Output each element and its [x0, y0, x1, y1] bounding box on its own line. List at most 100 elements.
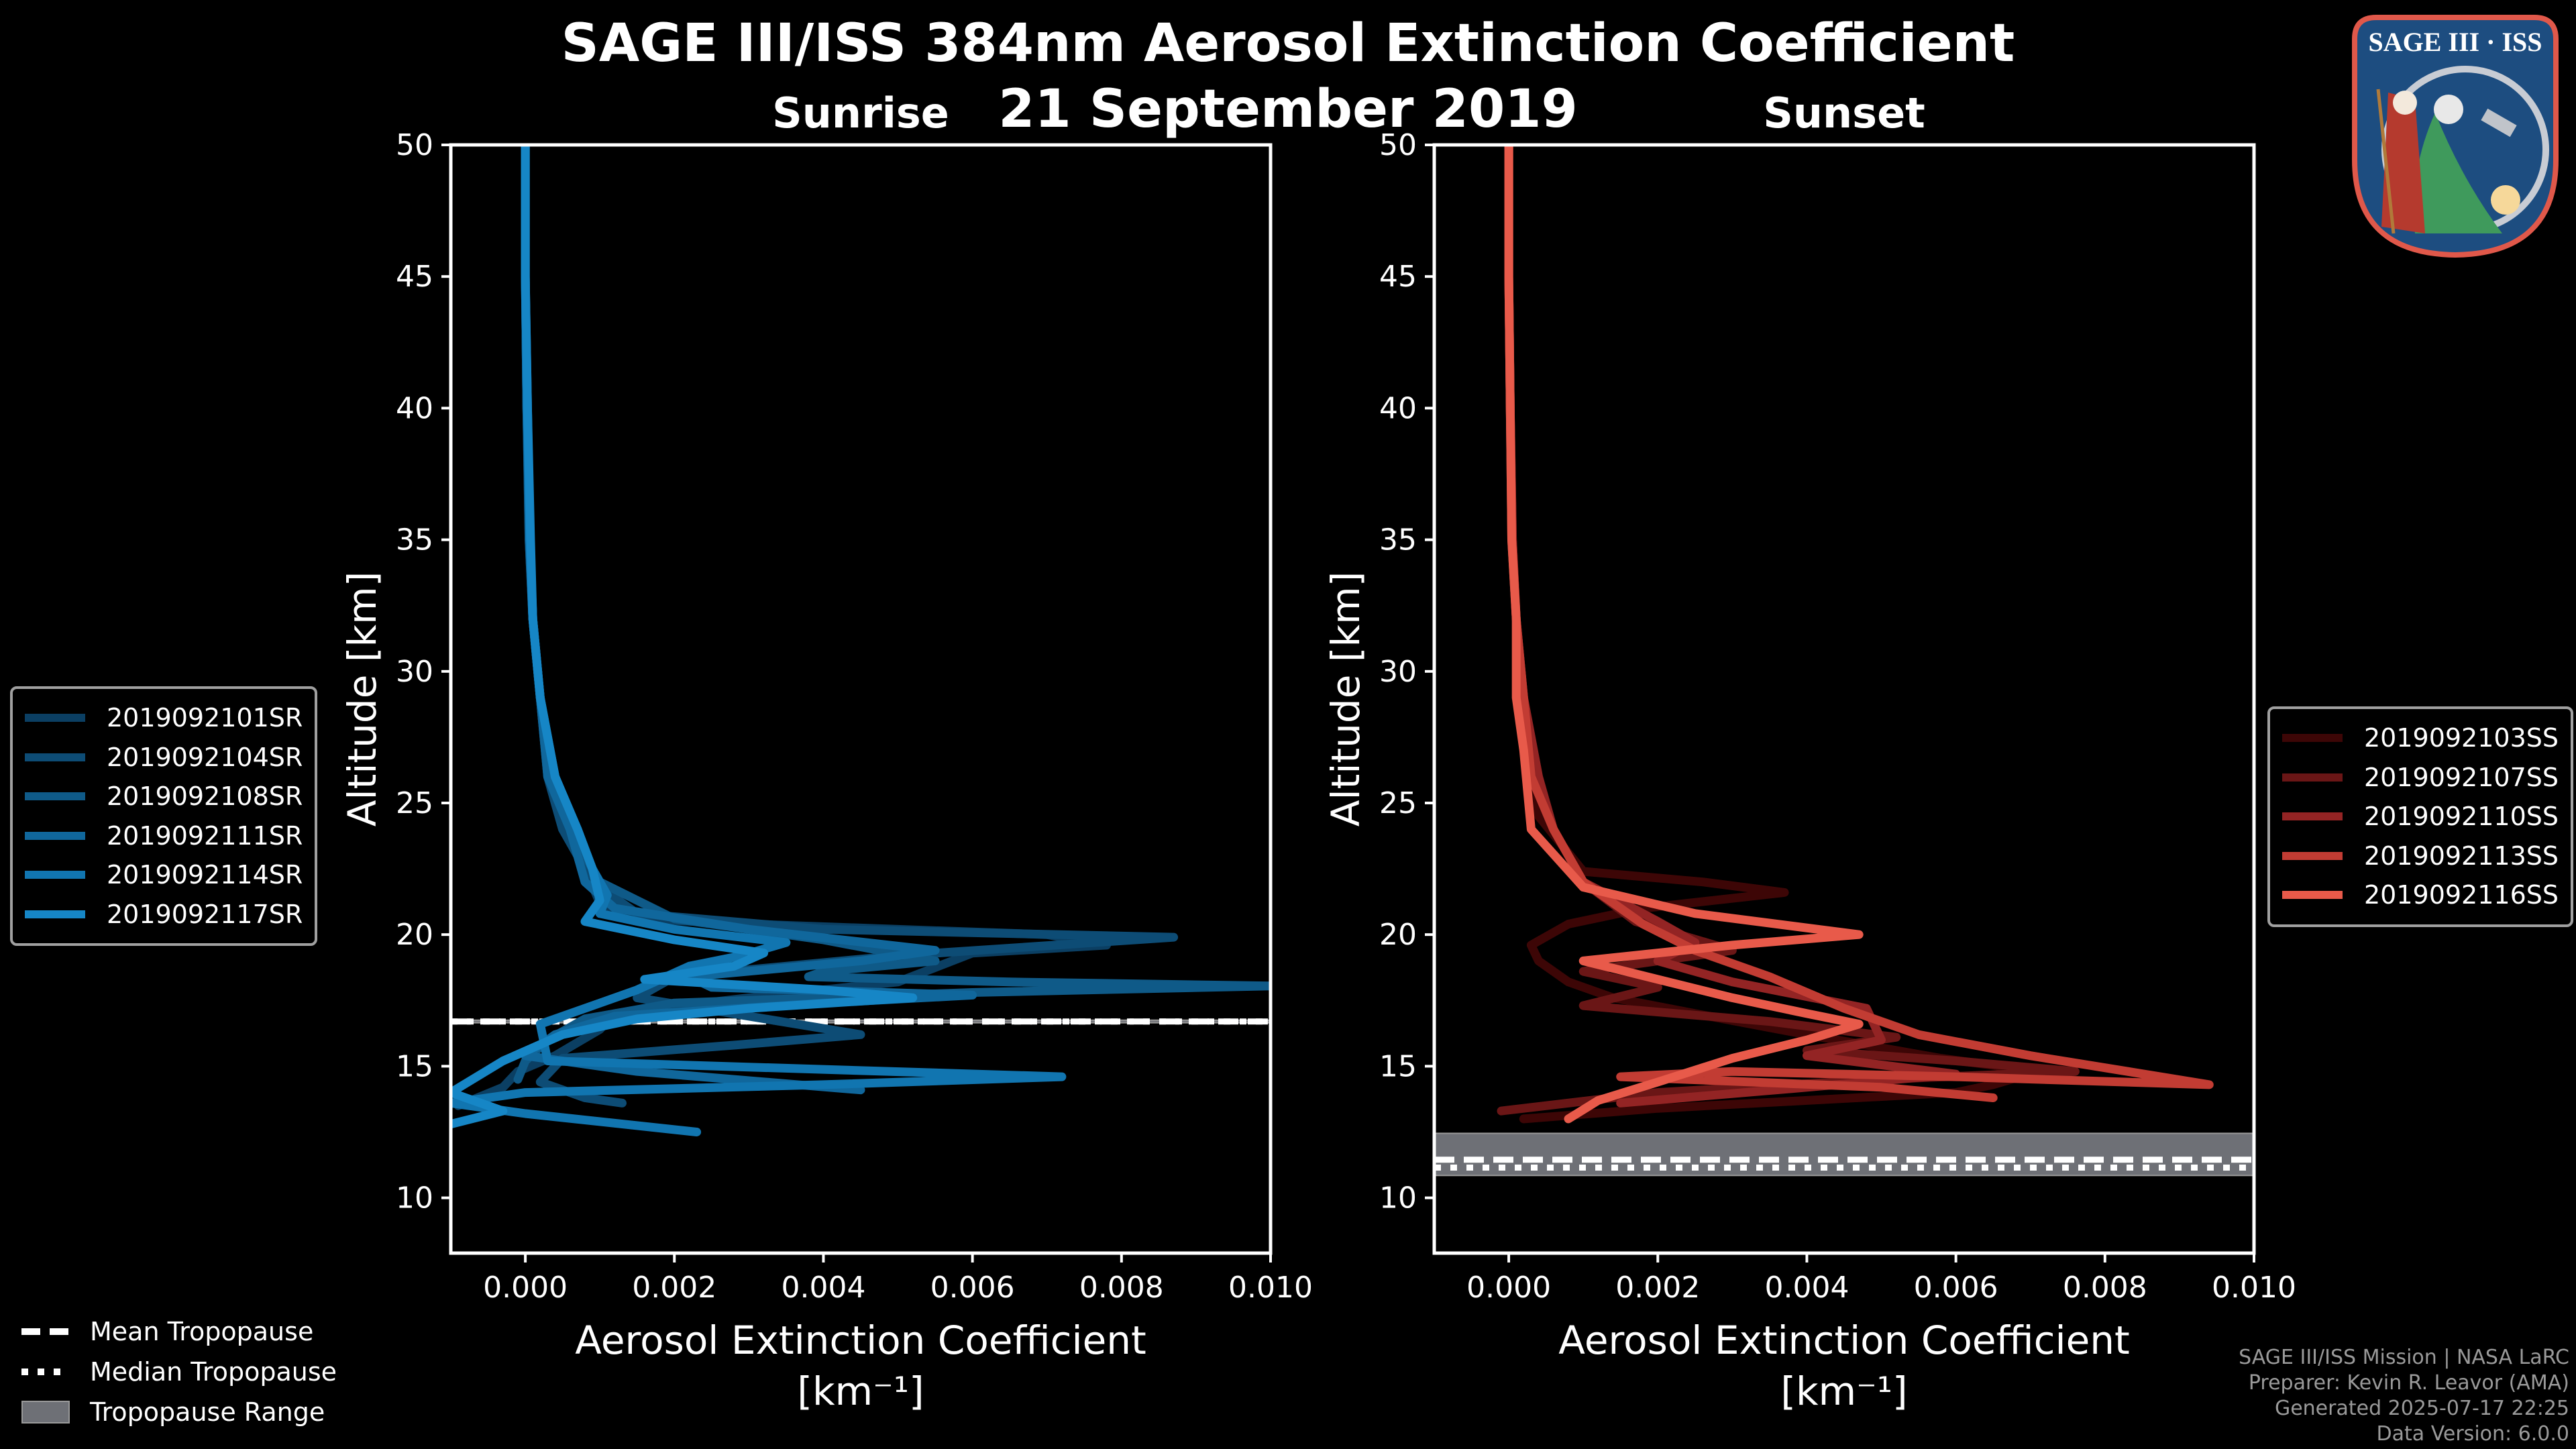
- range-band-icon: [21, 1401, 70, 1424]
- legend-swatch: [2282, 734, 2343, 743]
- legend-label: 2019092107SS: [2364, 762, 2559, 792]
- legend-label: Mean Tropopause: [90, 1317, 314, 1346]
- legend-item-mean-tropopause: Mean Tropopause: [21, 1311, 337, 1352]
- tropopause-group: [1434, 1132, 2254, 1177]
- series-line-2019092101SR: [453, 145, 1112, 1110]
- panel-title-sunset: Sunset: [1763, 89, 1925, 138]
- tropopause-range-band: [1434, 1132, 2254, 1177]
- panel-title-sunrise: Sunrise: [772, 89, 949, 138]
- y-tick-label: 25: [1379, 786, 1417, 820]
- legend-swatch: [2282, 812, 2343, 821]
- y-tick-label: 30: [396, 655, 433, 689]
- legend-label: 2019092101SR: [107, 703, 303, 733]
- y-tick-label: 45: [1379, 260, 1417, 294]
- legend-item: 2019092113SS: [2282, 837, 2559, 876]
- y-tick-label: 10: [396, 1181, 433, 1216]
- legend-label: 2019092104SR: [107, 742, 303, 772]
- x-axis-label: Aerosol Extinction Coefficient: [575, 1318, 1146, 1363]
- legend-swatch: [25, 910, 85, 918]
- x-tick-label: 0.010: [1228, 1271, 1313, 1305]
- y-tick-label: 40: [396, 391, 433, 425]
- y-tick-label: 50: [1379, 128, 1417, 162]
- x-tick-label: 0.010: [2212, 1271, 2296, 1305]
- y-tick-label: 50: [396, 128, 433, 162]
- legend-label: 2019092116SS: [2364, 880, 2559, 910]
- credits: SAGE III/ISS Mission | NASA LaRC Prepare…: [2239, 1345, 2569, 1447]
- x-tick-label: 0.002: [1615, 1271, 1700, 1305]
- credit-generated: Generated 2025-07-17 22:25: [2274, 1397, 2569, 1420]
- legend-item: 2019092110SS: [2282, 797, 2559, 837]
- x-axis-label: Aerosol Extinction Coefficient: [1558, 1318, 2130, 1363]
- legend-item-tropopause-range: Tropopause Range: [21, 1392, 337, 1432]
- y-tick-label: 20: [396, 918, 433, 952]
- credit-data-version: Data Version: 6.0.0: [2376, 1422, 2569, 1446]
- legend-swatch: [25, 831, 85, 840]
- plot-frame: [1432, 143, 2256, 1255]
- x-tick-label: 0.008: [2063, 1271, 2147, 1305]
- plot-sunrise: 10 15 20 25 30 35 40 45 50 0.000 0.002 0.004 0.006 0.…: [339, 128, 1313, 1414]
- series-line-2019092116SS: [1504, 145, 1864, 1124]
- legend-sunset: 2019092103SS 2019092107SS 2019092110SS 2019…: [2267, 706, 2574, 927]
- legend-item: 2019092101SR: [25, 698, 303, 738]
- x-tick-label: 0.006: [1914, 1271, 1998, 1305]
- legend-swatch: [2282, 851, 2343, 860]
- legend-swatch: [25, 753, 85, 761]
- legend-item: 2019092103SS: [2282, 718, 2559, 758]
- logo-title: SAGE III · ISS: [2368, 27, 2542, 57]
- legend-item: 2019092108SR: [25, 777, 303, 816]
- plot-frame: [449, 143, 1273, 1255]
- legend-item-median-tropopause: Median Tropopause: [21, 1352, 337, 1392]
- legend-label: 2019092117SR: [107, 899, 303, 929]
- legend-label: 2019092114SR: [107, 860, 303, 890]
- legend-item: 2019092117SR: [25, 895, 303, 934]
- series-group: [1497, 145, 2214, 1124]
- legend-item: 2019092114SR: [25, 855, 303, 895]
- tropopause-range-band: [451, 1019, 1271, 1024]
- y-tick-label: 20: [1379, 918, 1417, 952]
- credit-preparer: Preparer: Kevin R. Leavor (AMA): [2248, 1371, 2569, 1395]
- x-axis-units: [km⁻¹]: [1780, 1368, 1907, 1414]
- dotted-line-icon: [21, 1367, 70, 1377]
- legend-swatch: [2282, 773, 2343, 782]
- chart-date: 21 September 2019: [998, 79, 1578, 140]
- legend-swatch: [25, 714, 85, 722]
- tropopause-legend: Mean Tropopause Median Tropopause Tropop…: [21, 1311, 337, 1432]
- legend-swatch: [25, 792, 85, 801]
- y-tick-label: 40: [1379, 391, 1417, 425]
- legend-item: 2019092107SS: [2282, 758, 2559, 798]
- y-tick-label: 45: [396, 260, 433, 294]
- y-tick-label: 15: [1379, 1049, 1417, 1083]
- legend-item: 2019092104SR: [25, 738, 303, 777]
- x-tick-label: 0.000: [483, 1271, 568, 1305]
- credit-mission: SAGE III/ISS Mission | NASA LaRC: [2239, 1346, 2569, 1369]
- series-line-2019092117SR: [451, 145, 918, 1129]
- legend-label: Tropopause Range: [90, 1397, 325, 1427]
- series-group: [451, 145, 1271, 1136]
- x-tick-label: 0.004: [781, 1271, 865, 1305]
- x-tick-label: 0.002: [632, 1271, 716, 1305]
- y-tick-label: 10: [1379, 1181, 1417, 1216]
- legend-label: 2019092110SS: [2364, 802, 2559, 832]
- x-tick-label: 0.008: [1079, 1271, 1164, 1305]
- x-axis-units: [km⁻¹]: [797, 1368, 924, 1414]
- legend-swatch: [25, 871, 85, 879]
- plot-sunset: 10 15 20 25 30 35 40 45 50 0.000 0.002 0.004 0.006 0.…: [1323, 128, 2296, 1414]
- legend-label: 2019092113SS: [2364, 841, 2559, 871]
- mission-patch-logo: SAGE III · ISS: [2341, 12, 2569, 260]
- legend-label: 2019092108SR: [107, 782, 303, 812]
- x-tick-label: 0.006: [930, 1271, 1015, 1305]
- y-tick-label: 15: [396, 1049, 433, 1083]
- y-tick-label: 35: [1379, 523, 1417, 557]
- y-axis-label: Altitude [km]: [1323, 572, 1368, 826]
- y-axis-label: Altitude [km]: [339, 572, 385, 826]
- dashed-line-icon: [21, 1327, 70, 1336]
- legend-label: 2019092111SR: [107, 820, 303, 851]
- legend-label: 2019092103SS: [2364, 723, 2559, 753]
- legend-sunrise: 2019092101SR 2019092104SR 2019092108SR 2019…: [10, 686, 318, 946]
- x-tick-label: 0.000: [1466, 1271, 1551, 1305]
- legend-item: 2019092111SR: [25, 816, 303, 856]
- legend-swatch: [2282, 891, 2343, 900]
- y-tick-label: 35: [396, 523, 433, 557]
- legend-item: 2019092116SS: [2282, 875, 2559, 915]
